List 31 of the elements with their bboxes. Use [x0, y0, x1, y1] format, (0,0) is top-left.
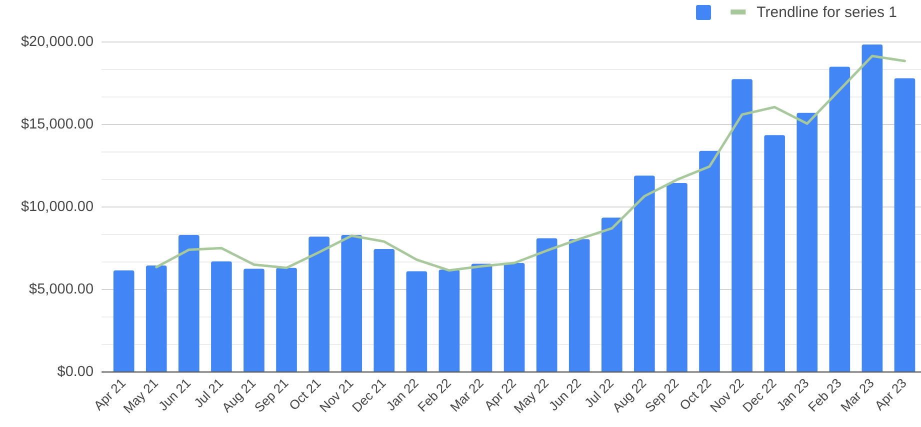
bar — [666, 183, 688, 372]
bar — [829, 66, 850, 372]
bar — [471, 264, 492, 372]
bar — [211, 261, 232, 372]
y-tick-label: $15,000.00 — [20, 116, 94, 132]
bar — [276, 268, 297, 372]
y-tick-label: $10,000.00 — [20, 198, 94, 215]
bar — [244, 268, 264, 372]
y-tick-label: $0.00 — [57, 364, 94, 380]
bar — [308, 236, 330, 372]
bar — [146, 265, 167, 372]
bar — [438, 270, 460, 372]
bar — [601, 218, 622, 372]
bar — [764, 135, 785, 372]
bar — [374, 248, 395, 372]
bar — [178, 234, 200, 372]
bar — [894, 78, 916, 372]
bar — [568, 239, 590, 372]
bar — [732, 79, 752, 372]
bar — [341, 234, 362, 372]
bar — [796, 112, 818, 372]
y-tick-label: $20,000.00 — [20, 34, 94, 50]
bar — [113, 270, 134, 372]
y-tick-label: $5,000.00 — [29, 281, 94, 298]
bar — [504, 262, 525, 372]
legend-label: Trendline for series 1 — [756, 4, 898, 22]
bar — [862, 44, 883, 372]
bar — [634, 176, 655, 372]
bar — [406, 271, 428, 372]
bar — [536, 238, 558, 372]
bar — [699, 150, 720, 372]
